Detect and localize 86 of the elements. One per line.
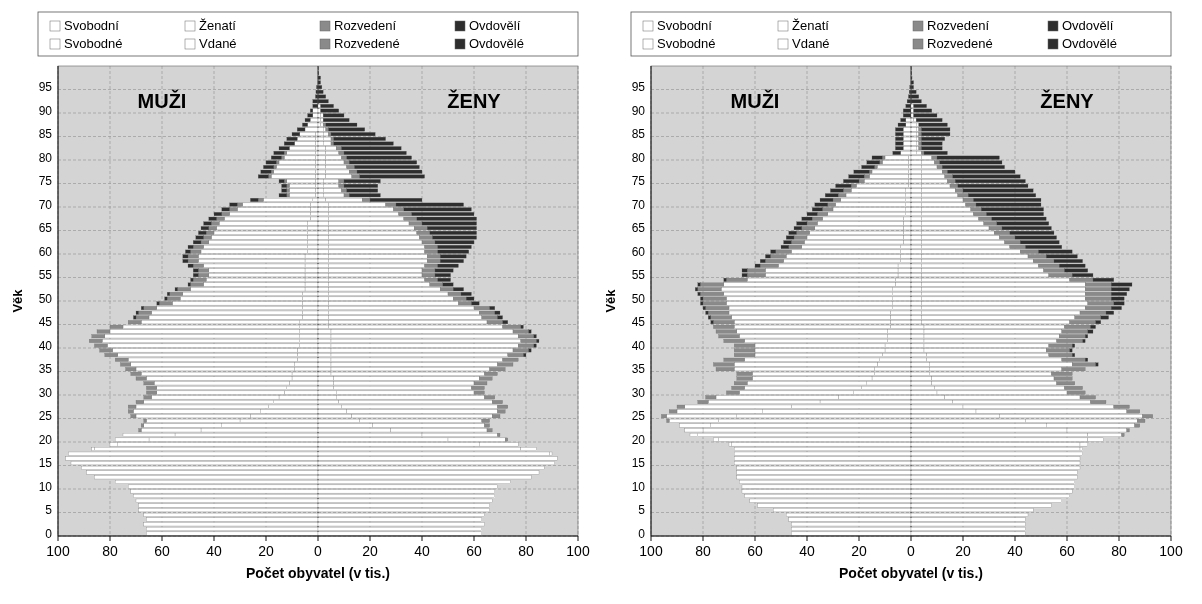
- legend-label: Ovdovělí: [469, 18, 521, 33]
- y-tick-label: 25: [631, 409, 646, 424]
- y-tick-label: 45: [38, 315, 53, 330]
- x-tick-label: 0: [907, 543, 916, 559]
- y-tick-label: 65: [631, 221, 646, 236]
- y-tick-label: 20: [38, 432, 53, 447]
- y-tick-label: 80: [38, 150, 53, 165]
- legend-label: Svobodní: [64, 18, 120, 33]
- x-tick-label: 80: [1111, 543, 1127, 559]
- y-tick-label: 95: [631, 80, 646, 95]
- legend-label: Ovdovělí: [1062, 18, 1114, 33]
- x-tick-label: 80: [518, 543, 534, 559]
- y-tick-label: 30: [38, 385, 53, 400]
- x-tick-label: 80: [695, 543, 711, 559]
- legend-label: Svobodné: [64, 36, 123, 51]
- y-tick-label: 75: [631, 174, 646, 189]
- legend-label: Ovdovělé: [469, 36, 524, 51]
- y-tick-label: 60: [631, 244, 646, 259]
- legend-label: Rozvedené: [927, 36, 993, 51]
- x-tick-label: 60: [1059, 543, 1075, 559]
- legend-label: Svobodní: [657, 18, 713, 33]
- y-tick-label: 25: [38, 409, 53, 424]
- y-axis-title: Věk: [10, 288, 25, 313]
- x-tick-label: 40: [799, 543, 815, 559]
- legend-label: Ženatí: [792, 18, 830, 33]
- x-tick-label: 40: [206, 543, 222, 559]
- y-tick-label: 30: [631, 385, 646, 400]
- y-tick-label: 5: [638, 503, 646, 518]
- y-tick-label: 10: [38, 479, 53, 494]
- x-tick-label: 100: [639, 543, 663, 559]
- y-tick-label: 95: [38, 80, 53, 95]
- annotation: ŽENY: [447, 89, 502, 112]
- x-tick-label: 20: [258, 543, 274, 559]
- y-tick-label: 85: [631, 127, 646, 142]
- x-tick-label: 20: [362, 543, 378, 559]
- legend-label: Rozvedené: [334, 36, 400, 51]
- annotation: MUŽI: [730, 89, 780, 112]
- x-tick-label: 60: [466, 543, 482, 559]
- y-tick-label: 5: [45, 503, 53, 518]
- y-tick-label: 55: [38, 268, 53, 283]
- x-tick-label: 100: [566, 543, 590, 559]
- y-tick-label: 55: [631, 268, 646, 283]
- y-tick-label: 0: [638, 526, 646, 541]
- x-tick-label: 40: [414, 543, 430, 559]
- y-tick-label: 50: [631, 291, 646, 306]
- legend-label: Ovdovělé: [1062, 36, 1117, 51]
- y-tick-label: 70: [631, 197, 646, 212]
- x-tick-label: 20: [851, 543, 867, 559]
- y-axis-title: Věk: [603, 288, 618, 313]
- x-tick-label: 0: [314, 543, 323, 559]
- y-tick-label: 65: [38, 221, 53, 236]
- x-tick-label: 100: [46, 543, 70, 559]
- y-tick-label: 15: [631, 456, 646, 471]
- annotation: MUŽI: [137, 89, 187, 112]
- y-tick-label: 45: [631, 315, 646, 330]
- x-tick-label: 60: [747, 543, 763, 559]
- y-tick-label: 35: [631, 362, 646, 377]
- legend-label: Svobodné: [657, 36, 716, 51]
- y-tick-label: 0: [45, 526, 53, 541]
- legend-label: Rozvedení: [927, 18, 990, 33]
- annotation: ŽENY: [1040, 89, 1095, 112]
- y-tick-label: 90: [38, 103, 53, 118]
- y-tick-label: 35: [38, 362, 53, 377]
- y-tick-label: 40: [631, 338, 646, 353]
- y-tick-label: 80: [631, 150, 646, 165]
- y-tick-label: 50: [38, 291, 53, 306]
- y-tick-label: 15: [38, 456, 53, 471]
- x-tick-label: 80: [102, 543, 118, 559]
- y-tick-label: 40: [38, 338, 53, 353]
- legend-label: Vdané: [199, 36, 237, 51]
- x-axis-title: Počet obyvatel (v tis.): [839, 565, 983, 581]
- legend-label: Vdané: [792, 36, 830, 51]
- y-tick-label: 75: [38, 174, 53, 189]
- x-tick-label: 20: [955, 543, 971, 559]
- x-axis-title: Počet obyvatel (v tis.): [246, 565, 390, 581]
- y-tick-label: 10: [631, 479, 646, 494]
- y-tick-label: 85: [38, 127, 53, 142]
- legend-label: Rozvedení: [334, 18, 397, 33]
- y-tick-label: 60: [38, 244, 53, 259]
- legend-label: Ženatí: [199, 18, 237, 33]
- x-tick-label: 40: [1007, 543, 1023, 559]
- y-tick-label: 70: [38, 197, 53, 212]
- y-tick-label: 20: [631, 432, 646, 447]
- x-tick-label: 60: [154, 543, 170, 559]
- y-tick-label: 90: [631, 103, 646, 118]
- x-tick-label: 100: [1159, 543, 1183, 559]
